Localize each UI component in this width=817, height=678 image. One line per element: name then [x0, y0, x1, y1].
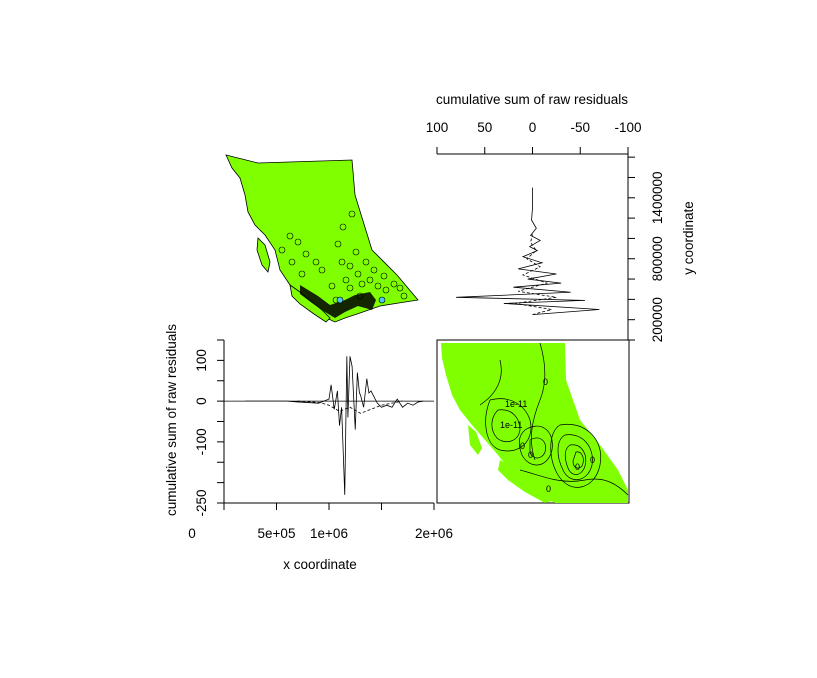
- bottom-x-axis-label: x coordinate: [283, 557, 357, 572]
- y-tick-label: 200000: [650, 297, 665, 342]
- contour-label: 0: [590, 455, 595, 465]
- residual-mark: [338, 258, 346, 266]
- dense-marks-coast: [300, 285, 376, 318]
- contour-panel: 1e-11 1e-11 0 0 0 0 0 0: [436, 339, 630, 504]
- residual-mark: [366, 276, 374, 284]
- island-shape-bottom: [468, 425, 482, 455]
- residual-mark: [302, 250, 310, 258]
- contour-label: 0: [520, 441, 525, 451]
- residual-mark: [390, 280, 398, 288]
- x-tick-label: -100: [614, 120, 641, 135]
- top-right-panel: 100 50 0 -50 -100 200000 800000 1400000 cumula…: [426, 92, 696, 342]
- contour-label: 0: [546, 484, 551, 494]
- residual-mark: [346, 262, 354, 270]
- right-y-axis-label: y coordinate: [681, 201, 696, 275]
- x-tick-label: 100: [426, 120, 449, 135]
- plot-frame-bottom-left: [223, 340, 434, 504]
- residual-mark: [342, 276, 350, 284]
- y-tick-label: 100: [194, 349, 209, 372]
- y-tick-label: 1400000: [650, 172, 665, 225]
- residual-mark: [318, 266, 326, 274]
- contour-label: 1e-11: [505, 399, 527, 409]
- residual-mark: [362, 258, 370, 266]
- residual-mark: [400, 292, 408, 300]
- residual-mark: [382, 286, 390, 294]
- y-tick-label: -100: [194, 428, 209, 455]
- residual-lines-bottom-left: [224, 356, 434, 495]
- residual-mark: [312, 258, 320, 266]
- y-tick-label: 0: [194, 397, 209, 405]
- contour-label-group: 1e-11 1e-11 0 0 0 0 0 0: [500, 377, 595, 494]
- residual-lines-top-right: [456, 187, 600, 316]
- x-tick-label: 5e+05: [258, 526, 296, 541]
- vancouver-island-bottom: [498, 460, 555, 503]
- residual-mark: [380, 272, 388, 280]
- residual-mark: [298, 270, 306, 278]
- residual-mark: [339, 223, 347, 231]
- province-shape-bottom: [441, 343, 628, 503]
- residual-series-line: [515, 234, 557, 315]
- y-tick-group-left: -250 -100 0 100: [194, 339, 224, 517]
- residual-mark: [352, 248, 360, 256]
- y-tick-label: 800000: [650, 236, 665, 281]
- x-tick-label: 1e+06: [310, 526, 348, 541]
- x-tick-label: -50: [570, 120, 590, 135]
- residual-mark-group: [278, 210, 408, 304]
- map-panel-residual-marks: [225, 154, 419, 323]
- residual-mark: [396, 284, 404, 292]
- residual-mark: [358, 280, 366, 288]
- residual-mark: [328, 282, 336, 290]
- contour-lines: [479, 342, 629, 496]
- x-tick-label: 50: [477, 120, 492, 135]
- residual-mark: [370, 266, 378, 274]
- bottom-left-panel: 0 5e+05 1e+06 2e+06 -250 -100 0 100 x coordina…: [164, 324, 453, 572]
- residual-mark: [286, 232, 294, 240]
- contour-frame: [436, 339, 630, 504]
- y-tick-label: -250: [194, 489, 209, 516]
- residual-series-line: [456, 187, 600, 316]
- contour-label: 1e-11: [500, 420, 522, 430]
- contour-label: 0: [575, 462, 580, 472]
- residual-mark: [294, 238, 302, 246]
- residual-series-line: [245, 356, 424, 495]
- residual-mark: [278, 246, 286, 254]
- residual-mark: [348, 210, 356, 218]
- left-y-axis-label: cumulative sum of raw residuals: [164, 324, 179, 516]
- residual-mark: [354, 270, 362, 278]
- x-tick-label: 0: [529, 120, 537, 135]
- residual-mark: [288, 258, 296, 266]
- x-tick-group-top: 100 50 0 -50 -100: [426, 120, 642, 154]
- x-tick-group-bottom: 0 5e+05 1e+06 2e+06: [188, 503, 453, 541]
- x-tick-label: 2e+06: [415, 526, 453, 541]
- contour-label: 0: [528, 450, 533, 460]
- mark-cyan-2: [378, 296, 386, 304]
- province-shape-top: [225, 154, 419, 323]
- y-tick-group-right: 200000 800000 1400000: [628, 156, 665, 342]
- residual-mark: [374, 282, 382, 290]
- residual-mark: [346, 284, 354, 292]
- island-shape-top: [256, 237, 271, 273]
- residual-mark: [334, 240, 342, 248]
- x-tick-label: 0: [188, 526, 196, 541]
- contour-label: 0: [543, 377, 548, 387]
- residual-series-line: [297, 400, 403, 414]
- mark-cyan-1: [336, 296, 344, 304]
- top-x-axis-label: cumulative sum of raw residuals: [436, 92, 628, 107]
